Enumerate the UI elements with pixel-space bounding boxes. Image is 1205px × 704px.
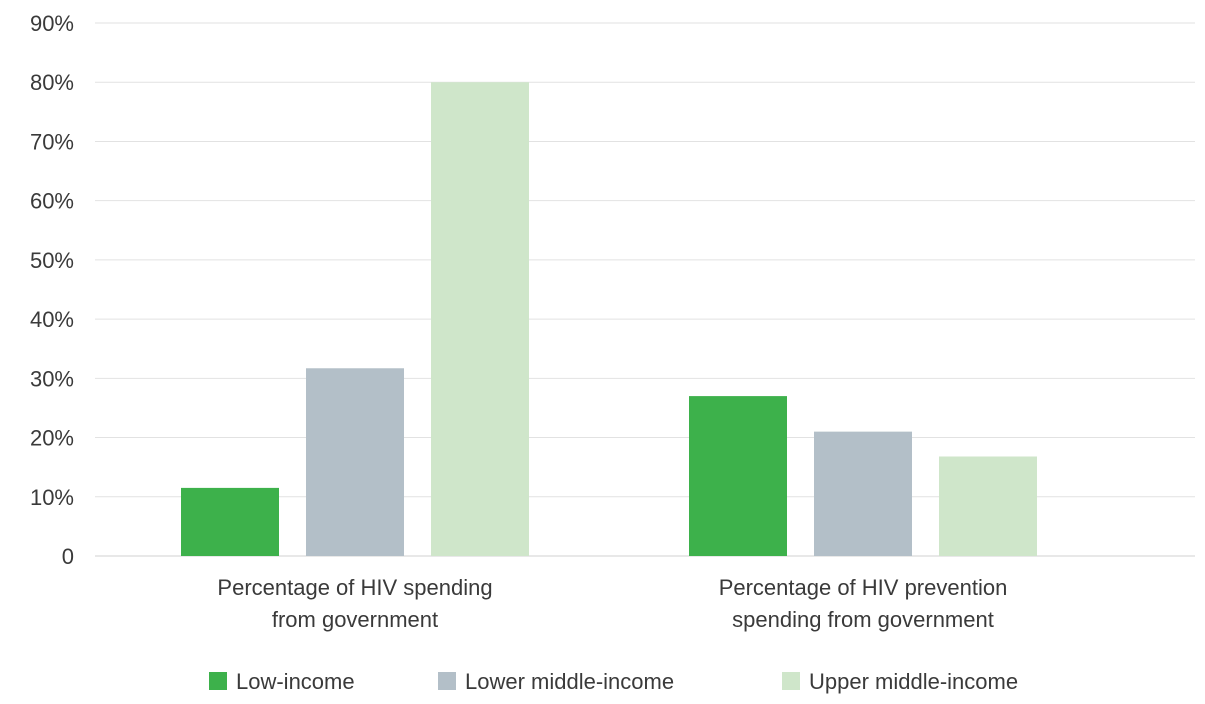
y-tick-label-30: 30% — [30, 366, 74, 391]
legend-label-lower-middle-income: Lower middle-income — [465, 669, 674, 694]
legend-swatch-upper-middle-income — [782, 672, 800, 690]
y-tick-label-90: 90% — [30, 11, 74, 36]
bars — [181, 82, 1037, 556]
y-tick-label-50: 50% — [30, 248, 74, 273]
bar-2-low-income — [689, 396, 787, 556]
y-axis-tick-labels: 0 10% 20% 30% 40% 50% 60% 70% 80% 90% — [30, 11, 74, 569]
y-tick-label-10: 10% — [30, 485, 74, 510]
y-tick-label-0: 0 — [62, 544, 74, 569]
legend-label-upper-middle-income: Upper middle-income — [809, 669, 1018, 694]
bar-2-upper-middle-income — [939, 456, 1037, 556]
y-tick-label-40: 40% — [30, 307, 74, 332]
bar-1-upper-middle-income — [431, 82, 529, 556]
legend-label-low-income: Low-income — [236, 669, 355, 694]
bar-1-lower-middle-income — [306, 368, 404, 556]
category-label-2: Percentage of HIV prevention spending fro… — [719, 575, 1008, 632]
y-tick-label-70: 70% — [30, 129, 74, 154]
bar-2-lower-middle-income — [814, 431, 912, 556]
legend-swatch-lower-middle-income — [438, 672, 456, 690]
y-tick-label-20: 20% — [30, 426, 74, 451]
legend: Low-income Lower middle-income Upper middl… — [209, 669, 1018, 694]
x-axis-category-labels: Percentage of HIV spending from governmen… — [217, 575, 1007, 632]
category-label-1: Percentage of HIV spending from governmen… — [217, 575, 492, 632]
bar-1-low-income — [181, 487, 279, 556]
y-tick-label-60: 60% — [30, 189, 74, 214]
legend-swatch-low-income — [209, 672, 227, 690]
y-tick-label-80: 80% — [30, 70, 74, 95]
